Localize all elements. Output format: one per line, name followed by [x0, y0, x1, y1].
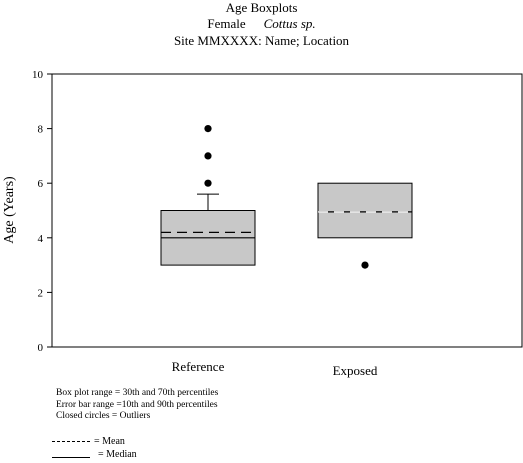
box-range-note: Box plot range = 30th and 70th percentil…: [56, 388, 219, 398]
line-legend: = Mean = Median: [52, 435, 137, 461]
y-tick-label: 0: [38, 342, 44, 354]
chart-marks: Reference Exposed: [160, 125, 413, 378]
y-axis-label: Age (Years): [2, 176, 17, 244]
plot-frame: [51, 73, 523, 348]
box: [317, 182, 413, 239]
y-tick-label: 2: [38, 287, 44, 299]
y-tick-label: 10: [32, 69, 44, 81]
mean-line-swatch: [52, 441, 90, 442]
site-label: Site MMXXXX: Name; Location: [173, 33, 350, 48]
chart-axes: 0 2 4 6 8 10 Age (Years): [2, 69, 523, 354]
outlier-point: [204, 152, 212, 160]
outlier-point: [204, 125, 212, 133]
median-line-swatch: [52, 457, 90, 458]
sex-label: Female: [207, 16, 246, 31]
chart-subtitle: Female Cottus sp.: [0, 16, 523, 32]
outlier-point: [204, 179, 212, 187]
y-tick-label: 8: [38, 124, 44, 136]
legend-median-label: = Median: [98, 449, 137, 460]
outliers-note: Closed circles = Outliers: [56, 411, 151, 421]
chart-notes: Box plot range = 30th and 70th percentil…: [56, 388, 218, 423]
error-range-note: Error bar range =10th and 90th percentil…: [56, 399, 218, 410]
legend-mean-label: = Mean: [94, 436, 125, 447]
y-tick-label: 6: [38, 178, 44, 190]
box-group-exposed: Exposed: [317, 182, 413, 378]
outlier-point: [361, 261, 369, 269]
category-label: Reference: [172, 359, 225, 374]
category-label: Exposed: [333, 363, 378, 378]
legend-median: = Median: [52, 448, 137, 461]
species-label: Cottus sp.: [263, 16, 316, 31]
box-group-reference: Reference: [160, 125, 256, 374]
y-tick-label: 4: [38, 233, 44, 245]
chart-title: Age Boxplots: [225, 0, 298, 15]
legend-mean: = Mean: [52, 435, 137, 448]
